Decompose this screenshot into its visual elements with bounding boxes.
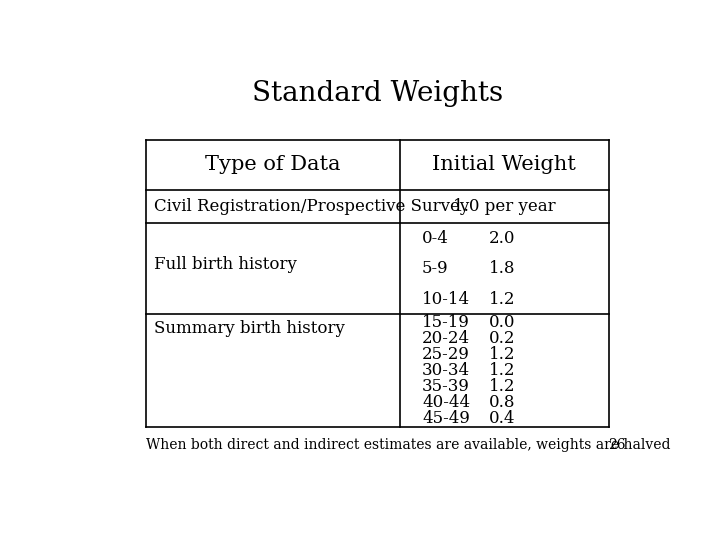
- Text: 1.0 per year: 1.0 per year: [453, 198, 556, 215]
- Text: 15-19: 15-19: [422, 314, 470, 331]
- Text: 1.2: 1.2: [489, 346, 516, 363]
- Text: Standard Weights: Standard Weights: [252, 80, 503, 107]
- Text: 5-9: 5-9: [422, 260, 449, 277]
- Text: When both direct and indirect estimates are available, weights are halved: When both direct and indirect estimates …: [145, 438, 670, 453]
- Text: 35-39: 35-39: [422, 378, 470, 395]
- Text: 20-24: 20-24: [422, 330, 470, 347]
- Text: 1.8: 1.8: [489, 260, 516, 277]
- Text: 26: 26: [608, 438, 626, 453]
- Text: 10-14: 10-14: [422, 291, 470, 308]
- Text: 0.2: 0.2: [489, 330, 516, 347]
- Text: Summary birth history: Summary birth history: [154, 320, 345, 338]
- Text: 25-29: 25-29: [422, 346, 470, 363]
- Text: Initial Weight: Initial Weight: [433, 155, 576, 174]
- Text: 1.2: 1.2: [489, 378, 516, 395]
- Text: 0.0: 0.0: [489, 314, 516, 331]
- Text: Full birth history: Full birth history: [154, 256, 297, 273]
- Text: 0.4: 0.4: [489, 410, 516, 427]
- Text: Civil Registration/Prospective Survey: Civil Registration/Prospective Survey: [154, 198, 469, 215]
- Text: 2.0: 2.0: [489, 230, 516, 247]
- Text: 45-49: 45-49: [422, 410, 470, 427]
- Text: 0.8: 0.8: [489, 394, 516, 411]
- Text: 40-44: 40-44: [422, 394, 470, 411]
- Text: 30-34: 30-34: [422, 362, 470, 379]
- Text: 1.2: 1.2: [489, 362, 516, 379]
- Text: 0-4: 0-4: [422, 230, 449, 247]
- Text: Type of Data: Type of Data: [205, 155, 341, 174]
- Text: 1.2: 1.2: [489, 291, 516, 308]
